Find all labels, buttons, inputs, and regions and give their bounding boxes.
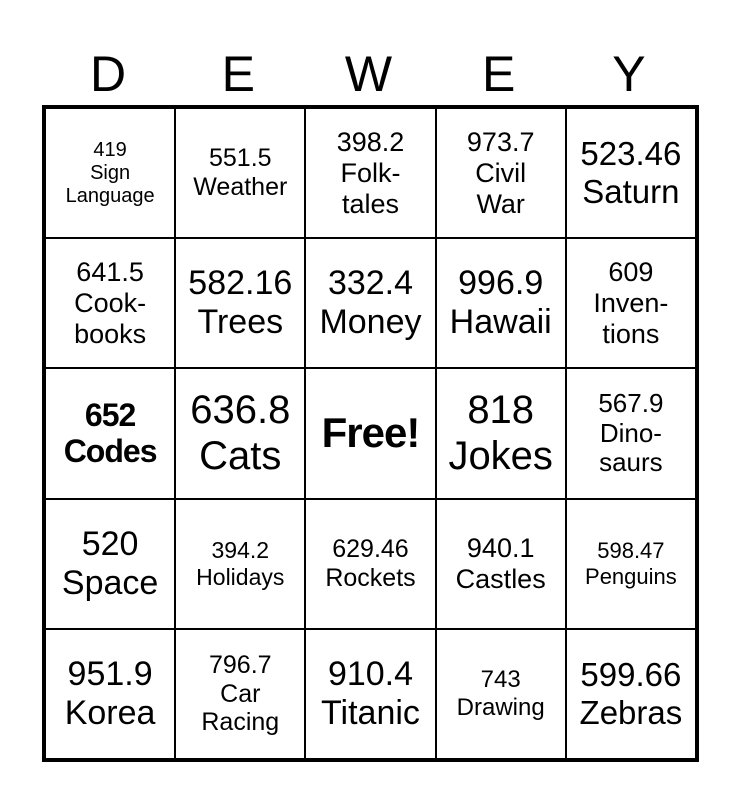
- bingo-cell[interactable]: 818 Jokes: [435, 368, 566, 499]
- cell-text: 599.66: [580, 655, 682, 693]
- cell-text: 796.7: [209, 650, 272, 679]
- cell-text: Codes: [63, 433, 158, 470]
- bingo-cell[interactable]: 951.9 Korea: [45, 628, 176, 759]
- cell-text: 551.5: [209, 144, 272, 173]
- cell-text: 973.7: [466, 126, 535, 157]
- bingo-cell[interactable]: 419 Sign Language: [45, 108, 176, 239]
- cell-text: 609: [608, 256, 654, 287]
- bingo-cell[interactable]: 520 Space: [45, 498, 176, 629]
- bingo-cell[interactable]: 598.47 Penguins: [565, 498, 696, 629]
- cell-text: 652: [84, 396, 136, 433]
- cell-text: 951.9: [67, 654, 153, 693]
- cell-text: Inven-: [593, 287, 669, 318]
- cell-text: 582.16: [188, 264, 293, 303]
- cell-text: 598.47: [597, 538, 665, 564]
- bingo-cell[interactable]: 973.7 Civil War: [435, 108, 566, 239]
- cell-text: Cats: [199, 434, 282, 479]
- bingo-cell[interactable]: 910.4 Titanic: [305, 628, 436, 759]
- cell-text: 940.1: [466, 532, 535, 563]
- cell-text: Space: [61, 563, 159, 602]
- cell-text: 419: [93, 138, 127, 161]
- bingo-cell[interactable]: 641.5 Cook-books: [45, 238, 176, 369]
- bingo-cell[interactable]: 332.4 Money: [305, 238, 436, 369]
- cell-text: Korea: [64, 693, 156, 732]
- cell-text: 332.4: [327, 264, 414, 303]
- cell-text: 394.2: [211, 537, 270, 564]
- header-letter: E: [221, 46, 255, 102]
- bingo-cell[interactable]: 551.5 Weather: [175, 108, 306, 239]
- bingo-cell[interactable]: 394.2 Holidays: [175, 498, 306, 629]
- cell-text: Saturn: [582, 173, 680, 211]
- cell-text: tions: [602, 318, 660, 349]
- cell-text: Car: [220, 679, 261, 708]
- cell-text: 520: [81, 524, 139, 563]
- cell-text: Language: [65, 184, 155, 207]
- cell-text: 636.8: [190, 388, 291, 433]
- bingo-cell[interactable]: Free!: [305, 368, 436, 499]
- bingo-grid: 419 Sign Language 551.5 Weather 398.2 Folk-tal…: [42, 105, 699, 762]
- bingo-cell[interactable]: 523.46 Saturn: [565, 108, 696, 239]
- bingo-cell[interactable]: 796.7 Car Racing: [175, 628, 306, 759]
- cell-text: Folk-: [340, 157, 401, 188]
- header-letter: W: [344, 46, 393, 102]
- cell-text: Penguins: [585, 563, 677, 589]
- cell-text: Drawing: [456, 693, 545, 721]
- cell-text: Holidays: [196, 563, 285, 590]
- bingo-cell[interactable]: 567.9 Dino-saurs: [565, 368, 696, 499]
- cell-text: War: [476, 188, 525, 219]
- bingo-cell[interactable]: 996.9 Hawaii: [435, 238, 566, 369]
- cell-text: books: [74, 318, 147, 349]
- bingo-cell[interactable]: 609 Inven-tions: [565, 238, 696, 369]
- cell-text: Cook-: [74, 287, 147, 318]
- cell-text: Sign: [90, 161, 131, 184]
- bingo-cell[interactable]: 743 Drawing: [435, 628, 566, 759]
- cell-text: Jokes: [448, 434, 553, 479]
- cell-text: Civil: [475, 157, 527, 188]
- cell-text: Free!: [321, 409, 421, 457]
- cell-text: 523.46: [580, 135, 682, 173]
- cell-text: Hawaii: [449, 303, 552, 342]
- cell-text: 629.46: [332, 534, 409, 563]
- cell-text: 910.4: [327, 654, 414, 693]
- cell-text: 818: [467, 388, 535, 433]
- bingo-cell[interactable]: 582.16 Trees: [175, 238, 306, 369]
- bingo-cell[interactable]: 652 Codes: [45, 368, 176, 499]
- cell-text: Racing: [201, 708, 280, 737]
- cell-text: saurs: [599, 447, 663, 478]
- cell-text: Dino-: [599, 417, 662, 448]
- cell-text: Money: [319, 303, 422, 342]
- bingo-cell[interactable]: 599.66 Zebras: [565, 628, 696, 759]
- cell-text: 641.5: [76, 256, 144, 287]
- header-letter: Y: [612, 46, 646, 102]
- bingo-cell[interactable]: 398.2 Folk-tales: [305, 108, 436, 239]
- cell-text: 996.9: [458, 264, 544, 303]
- bingo-header: D E W E Y: [43, 44, 694, 104]
- cell-text: Titanic: [321, 693, 420, 732]
- cell-text: 743: [480, 666, 521, 694]
- cell-text: tales: [341, 188, 400, 219]
- bingo-cell[interactable]: 629.46 Rockets: [305, 498, 436, 629]
- header-letter: E: [482, 46, 516, 102]
- cell-text: 567.9: [598, 387, 664, 418]
- cell-text: Rockets: [325, 563, 416, 592]
- cell-text: Trees: [197, 303, 284, 342]
- bingo-cell[interactable]: 940.1 Castles: [435, 498, 566, 629]
- cell-text: Zebras: [579, 693, 683, 731]
- cell-text: Castles: [455, 563, 546, 594]
- cell-text: Weather: [193, 173, 288, 202]
- bingo-cell[interactable]: 636.8 Cats: [175, 368, 306, 499]
- header-letter: D: [90, 46, 127, 102]
- cell-text: 398.2: [336, 126, 405, 157]
